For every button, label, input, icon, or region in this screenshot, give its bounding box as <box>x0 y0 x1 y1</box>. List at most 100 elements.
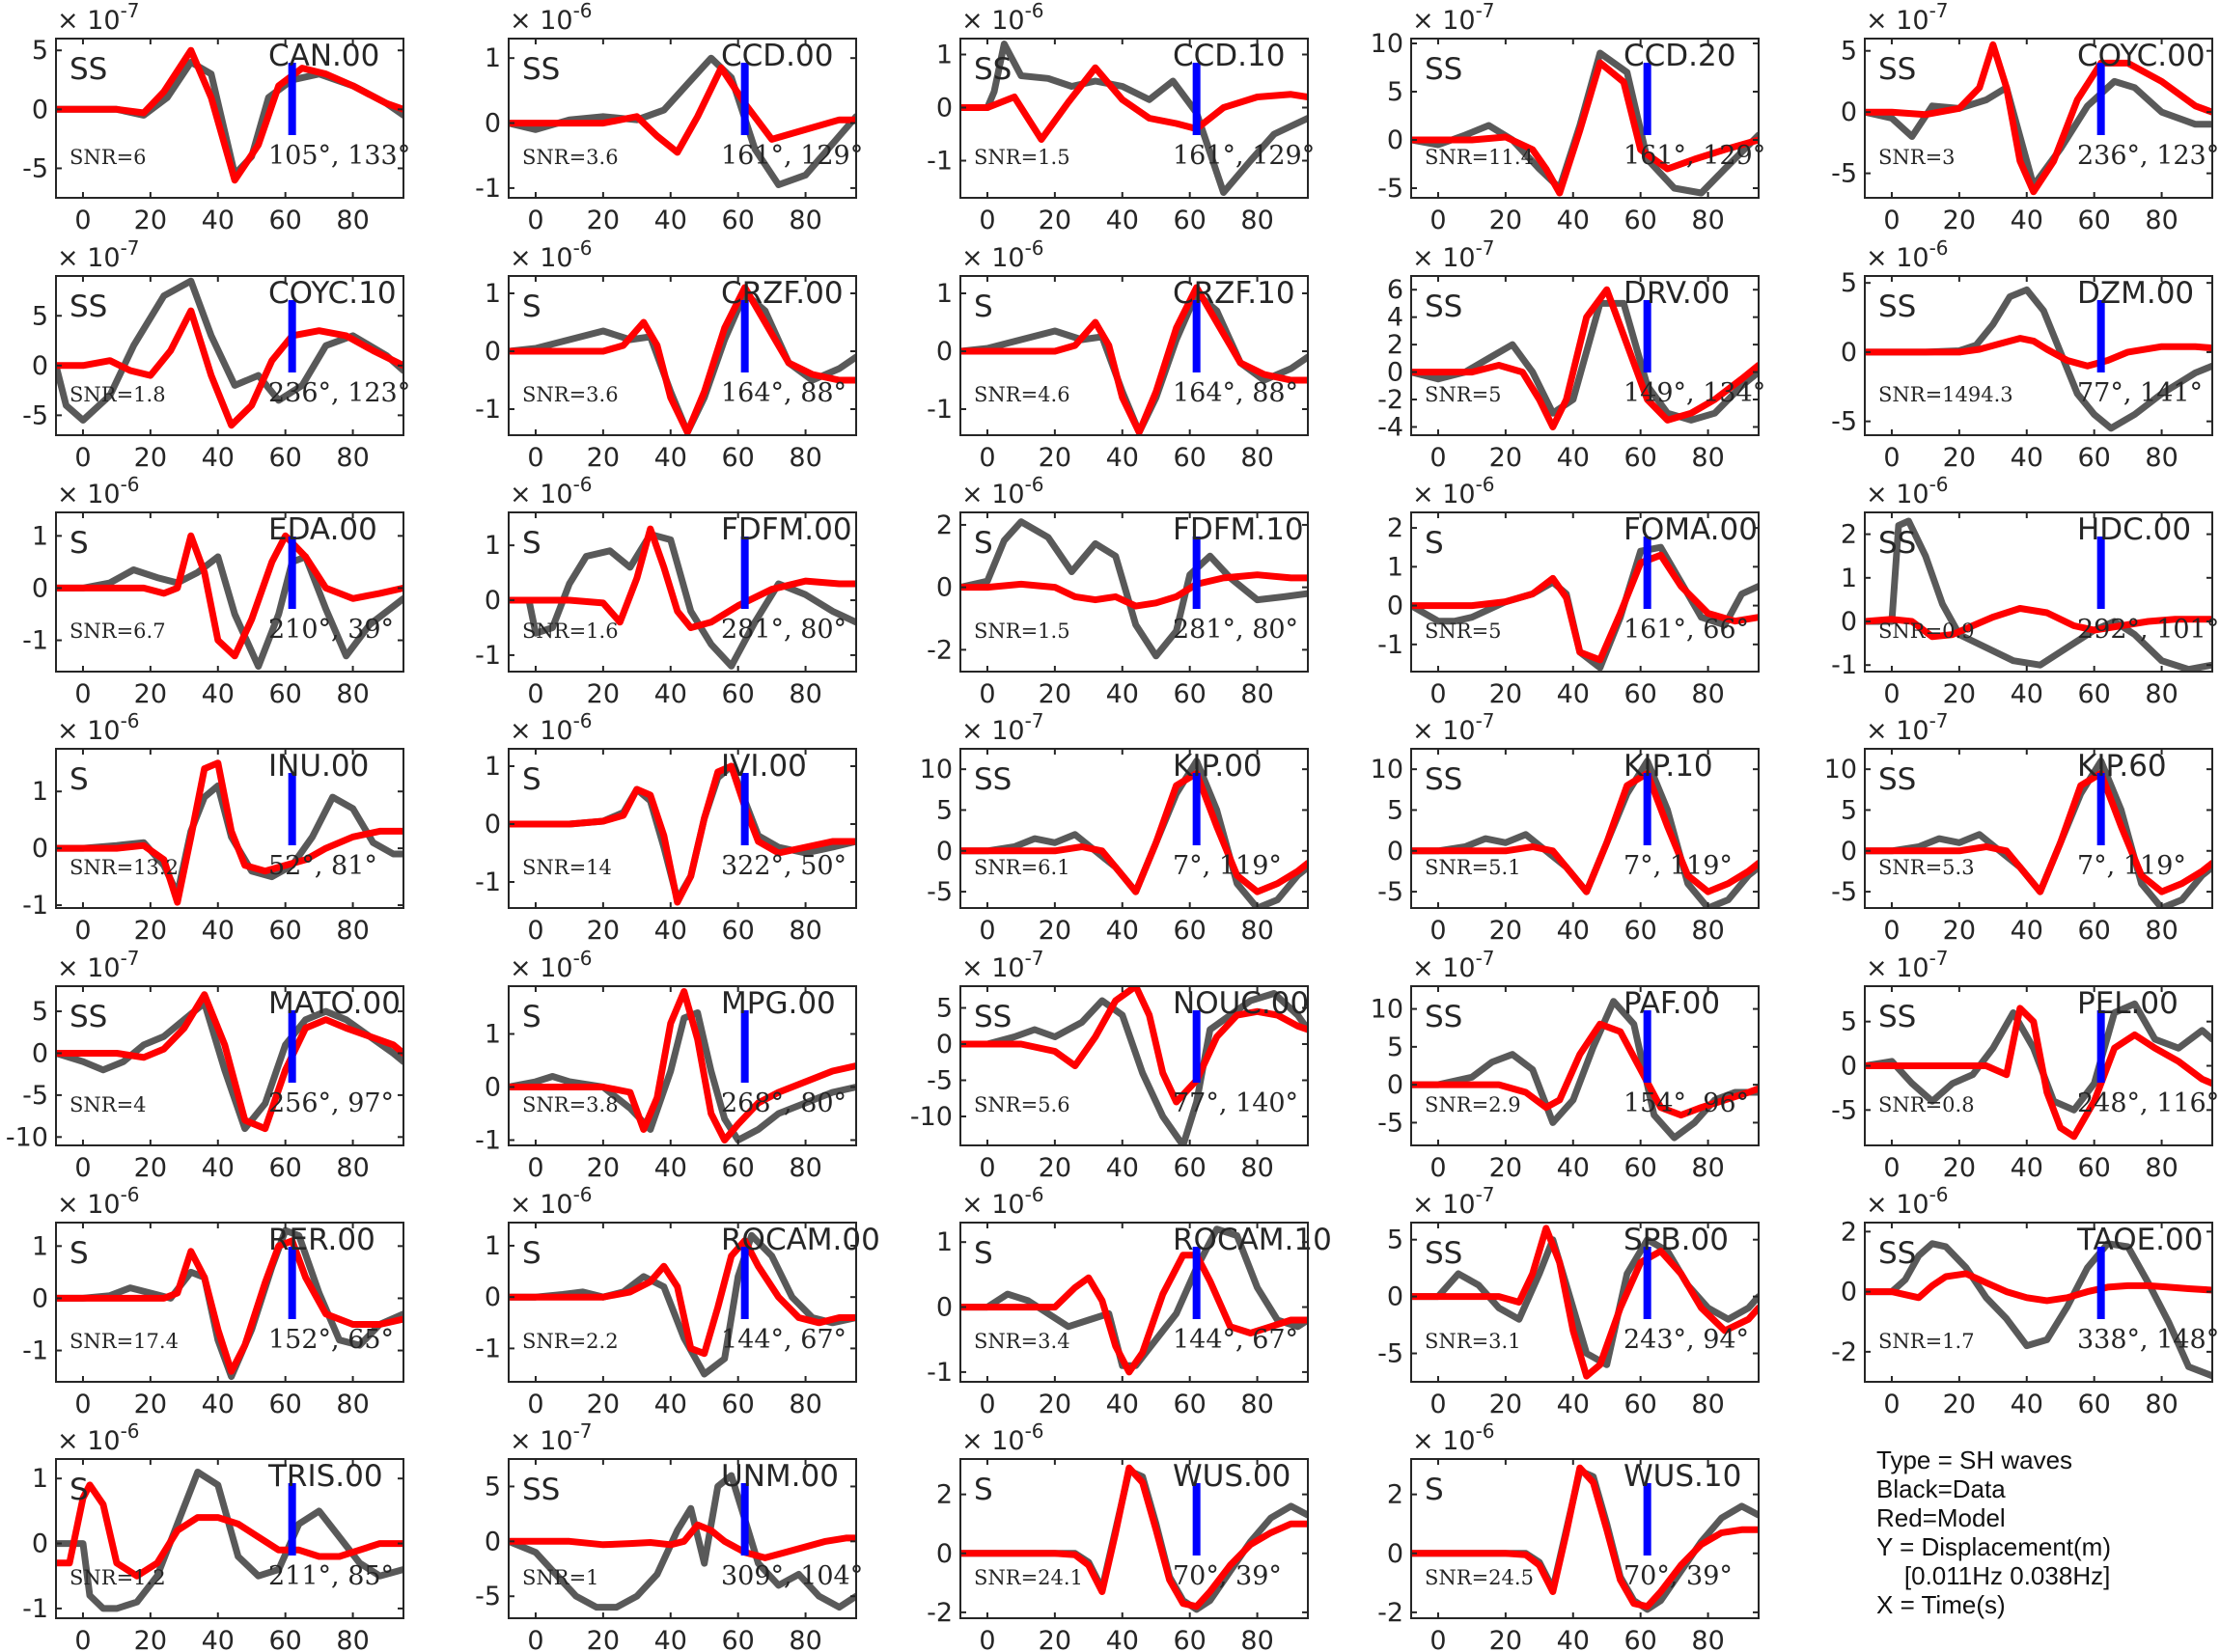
x-tick-label: 80 <box>789 679 821 709</box>
y-tick-label: 2 <box>936 1480 953 1510</box>
y-tick-label: 6 <box>1387 275 1403 305</box>
x-tick-label: 40 <box>654 443 687 473</box>
station-label: RER.00 <box>268 1223 375 1257</box>
x-tick-label: 60 <box>1623 1390 1656 1419</box>
azimuth-label: 77°, 141° <box>2077 378 2203 408</box>
phase-label: S <box>522 1000 541 1034</box>
x-tick-label: 40 <box>1557 443 1590 473</box>
azimuth-label: 152°, 65° <box>268 1325 394 1355</box>
y-exponent-label: × 10-6 <box>510 947 593 983</box>
x-tick-label: 60 <box>1623 916 1656 946</box>
azimuth-label: 70°, 39° <box>1623 1561 1733 1591</box>
station-label: CCD.20 <box>1623 39 1735 73</box>
model-trace <box>509 1237 856 1358</box>
y-exponent-label: × 10-7 <box>1412 709 1495 746</box>
y-tick-label: 1 <box>1841 564 1857 593</box>
snr-label: SNR=3 <box>1878 146 1956 169</box>
axes-box <box>55 1458 404 1619</box>
panel-ccd-00: 0 20 40 60 80 -1 0 1 × 10-6 SS CCD.00 SNR=3.6 161°, … <box>475 0 863 235</box>
axes-box <box>508 38 857 199</box>
data-trace <box>56 553 403 671</box>
x-tick-label: 20 <box>1039 679 1071 709</box>
x-tick-label: 20 <box>587 206 620 235</box>
snr-label: SNR=3.6 <box>522 146 619 169</box>
model-trace <box>1411 59 1759 197</box>
data-trace <box>960 289 1308 435</box>
snr-label: SNR=17.4 <box>69 1330 179 1353</box>
model-trace <box>56 991 403 1133</box>
panel-fdfm-00: 0 20 40 60 80 -1 0 1 × 10-6 S FDFM.00 SNR=1.6 281°, … <box>475 473 857 709</box>
azimuth-label: 144°, 67° <box>1173 1325 1298 1355</box>
x-tick-label: 20 <box>134 443 167 473</box>
phase-label: SS <box>1878 52 1916 87</box>
panel-eda-00: 0 20 40 60 80 -1 0 1 × 10-6 S EDA.00 SNR=6.7 210°, 3… <box>22 473 404 709</box>
y-tick-label: 1 <box>485 531 501 561</box>
phase-label: SS <box>1878 1000 1916 1034</box>
x-tick-label: 0 <box>979 1626 995 1652</box>
phase-label: S <box>522 762 541 797</box>
panel-dzm-00: 0 20 40 60 80 -5 0 5 × 10-6 SS DZM.00 SNR=1494.3 77°… <box>1831 236 2213 473</box>
y-tick-label: 0 <box>1387 1282 1403 1312</box>
y-tick-label: 0 <box>32 834 48 864</box>
y-tick-label: 10 <box>1371 995 1403 1025</box>
x-tick-label: 0 <box>74 1626 91 1652</box>
y-tick-label: -5 <box>1831 877 1857 907</box>
x-tick-label: 0 <box>74 206 91 235</box>
panel-taoe-00: 0 20 40 60 80 -2 0 2 × 10-6 SS TAOE.00 SNR=1.7 338°,… <box>1831 1183 2219 1419</box>
y-exponent-label: × 10-6 <box>1866 236 1949 273</box>
x-tick-label: 80 <box>789 206 821 235</box>
axes-box <box>959 38 1309 199</box>
model-trace <box>1411 1225 1759 1380</box>
model-trace <box>1865 1270 2212 1305</box>
phase-label: SS <box>974 1000 1012 1034</box>
phase-label: SS <box>522 52 560 87</box>
x-tick-label: 80 <box>1691 1390 1724 1419</box>
y-tick-label: 5 <box>1387 795 1403 825</box>
x-tick-label: 40 <box>2011 443 2043 473</box>
panel-nouc-00: 0 20 40 60 80 -10 -5 0 5 × 10-7 SS NOUC.00 SNR=5.6 77… <box>910 947 1309 1183</box>
model-trace <box>509 988 856 1143</box>
y-tick-label: -1 <box>475 1334 501 1363</box>
y-tick-label: -5 <box>1377 174 1403 204</box>
station-label: PAF.00 <box>1623 986 1720 1021</box>
x-tick-label: 20 <box>1489 1626 1522 1652</box>
x-tick-label: 80 <box>1240 1153 1273 1183</box>
phase-label: S <box>1425 1473 1444 1507</box>
x-tick-label: 40 <box>1106 1390 1139 1419</box>
snr-label: SNR=24.1 <box>974 1566 1083 1589</box>
x-tick-label: 20 <box>134 1390 167 1419</box>
y-tick-label: 0 <box>485 1527 501 1556</box>
x-tick-label: 40 <box>654 1626 687 1652</box>
y-tick-label: 0 <box>936 1293 953 1323</box>
data-trace <box>1865 517 2212 672</box>
station-label: WUS.10 <box>1623 1459 1741 1494</box>
phase-label: SS <box>1878 1236 1916 1271</box>
axes-box <box>508 1222 857 1383</box>
station-label: UNM.00 <box>721 1459 839 1494</box>
y-exponent-label: × 10-7 <box>961 947 1044 983</box>
x-tick-label: 80 <box>1240 916 1273 946</box>
x-tick-label: 0 <box>527 443 543 473</box>
x-tick-label: 80 <box>1691 916 1724 946</box>
y-tick-label: 10 <box>1371 29 1403 59</box>
legend-line-model: Red=Model <box>1876 1503 2006 1532</box>
snr-label: SNR=5.6 <box>974 1093 1070 1116</box>
model-trace <box>960 284 1308 435</box>
x-tick-label: 20 <box>1943 916 1976 946</box>
phase-label: S <box>522 526 541 561</box>
panel-crzf-00: 0 20 40 60 80 -1 0 1 × 10-6 S CRZF.00 SNR=3.6 164°, … <box>475 236 857 473</box>
x-tick-label: 20 <box>1943 443 1976 473</box>
panel-paf-00: 0 20 40 60 80 -5 0 5 10 × 10-7 SS PAF.00 SNR=2.9 154°… <box>1371 947 1760 1183</box>
y-tick-label: -1 <box>22 891 48 921</box>
y-exponent-label: × 10-6 <box>1412 473 1495 509</box>
panel-ivi-00: 0 20 40 60 80 -1 0 1 × 10-6 S IVI.00 SNR=14 322°, 50… <box>475 709 857 946</box>
y-exponent-label: × 10-6 <box>1412 1419 1495 1456</box>
axes-box <box>1410 275 1760 436</box>
x-tick-label: 60 <box>2077 916 2110 946</box>
x-tick-label: 0 <box>979 679 995 709</box>
y-tick-label: -1 <box>22 626 48 656</box>
x-tick-label: 80 <box>789 916 821 946</box>
y-tick-label: -2 <box>927 635 953 665</box>
azimuth-label: 70°, 39° <box>1173 1561 1282 1591</box>
y-tick-label: -2 <box>1377 1598 1403 1628</box>
